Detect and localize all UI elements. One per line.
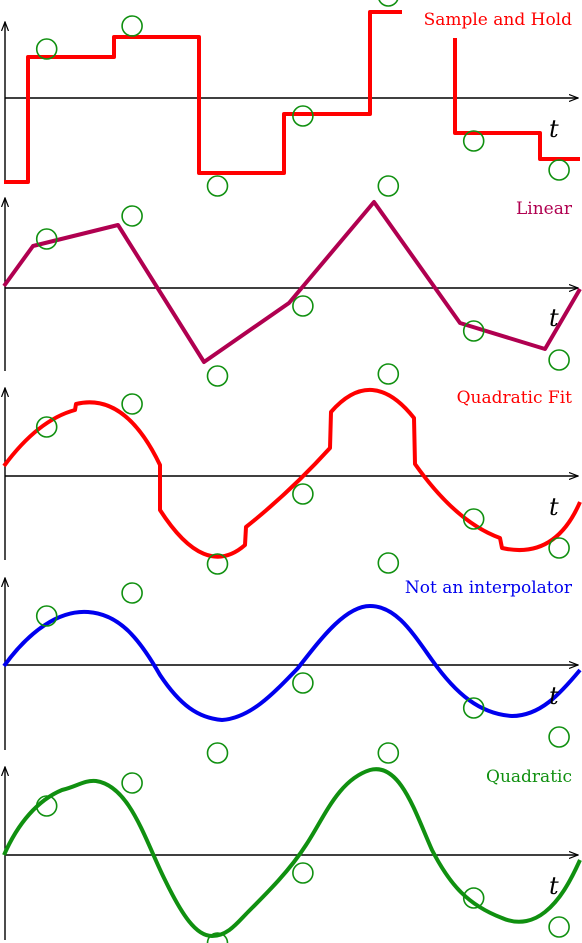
t-axis-label: t xyxy=(549,304,559,332)
sample-marker xyxy=(548,159,570,181)
sample-marker xyxy=(462,508,485,530)
panel-label: Quadratic xyxy=(486,767,572,787)
t-axis-label: t xyxy=(549,493,559,521)
sample-marker xyxy=(462,130,485,152)
sample-marker xyxy=(462,697,485,719)
sample-markers xyxy=(35,363,570,575)
sample-marker xyxy=(548,916,570,938)
sample-marker xyxy=(462,887,485,909)
sample-and-hold-curve-tail xyxy=(453,38,580,161)
sample-marker xyxy=(206,553,229,575)
sample-marker xyxy=(378,0,399,7)
panel-linear: Linear t xyxy=(2,175,582,387)
sample-markers xyxy=(35,175,570,387)
sample-marker xyxy=(206,365,229,387)
panel-label: Quadratic Fit xyxy=(457,388,573,408)
sample-marker xyxy=(292,105,314,127)
quadratic-fit-curve xyxy=(2,387,582,559)
sample-marker xyxy=(292,295,314,317)
panel-label: Linear xyxy=(516,199,573,219)
sample-marker xyxy=(35,795,58,817)
t-axis-label: t xyxy=(549,682,559,710)
panel-quadratic: Quadratic t xyxy=(2,742,582,943)
sample-marker xyxy=(206,175,229,197)
sample-marker xyxy=(35,605,58,627)
sample-marker xyxy=(292,672,314,694)
panel-quadratic-fit: Quadratic Fit t xyxy=(2,363,582,575)
sample-marker xyxy=(548,726,570,748)
sample-markers xyxy=(35,742,570,943)
sample-marker xyxy=(462,320,485,342)
sample-marker xyxy=(121,772,143,794)
sample-marker xyxy=(35,416,58,438)
panel-label: Not an interpolator xyxy=(405,578,573,598)
sample-markers xyxy=(35,0,570,197)
sample-marker xyxy=(377,552,400,574)
sample-marker xyxy=(377,742,400,764)
panel-not-interpolator: Not an interpolator t xyxy=(2,552,582,764)
sample-marker xyxy=(35,228,58,250)
sample-and-hold-curve xyxy=(4,10,402,184)
sample-marker xyxy=(206,932,229,943)
sample-marker xyxy=(292,862,314,884)
t-axis-label: t xyxy=(549,115,559,143)
sample-marker xyxy=(206,742,229,764)
sample-marker xyxy=(548,537,570,559)
sample-marker xyxy=(377,363,400,385)
sample-marker xyxy=(548,349,570,371)
linear-curve xyxy=(2,200,582,364)
sample-marker xyxy=(121,393,143,415)
quadratic-curve xyxy=(2,767,582,938)
sample-marker xyxy=(377,175,400,197)
sample-marker xyxy=(121,582,143,604)
sample-marker xyxy=(35,38,58,60)
sample-marker xyxy=(121,15,143,37)
not-interpolator-curve xyxy=(2,604,582,722)
t-axis-label: t xyxy=(549,872,559,900)
panel-sample-and-hold: Sample and Hold t xyxy=(4,0,580,197)
sample-markers xyxy=(35,552,570,764)
sample-marker xyxy=(121,205,143,227)
sample-marker xyxy=(292,483,314,505)
panel-label: Sample and Hold xyxy=(424,10,573,30)
